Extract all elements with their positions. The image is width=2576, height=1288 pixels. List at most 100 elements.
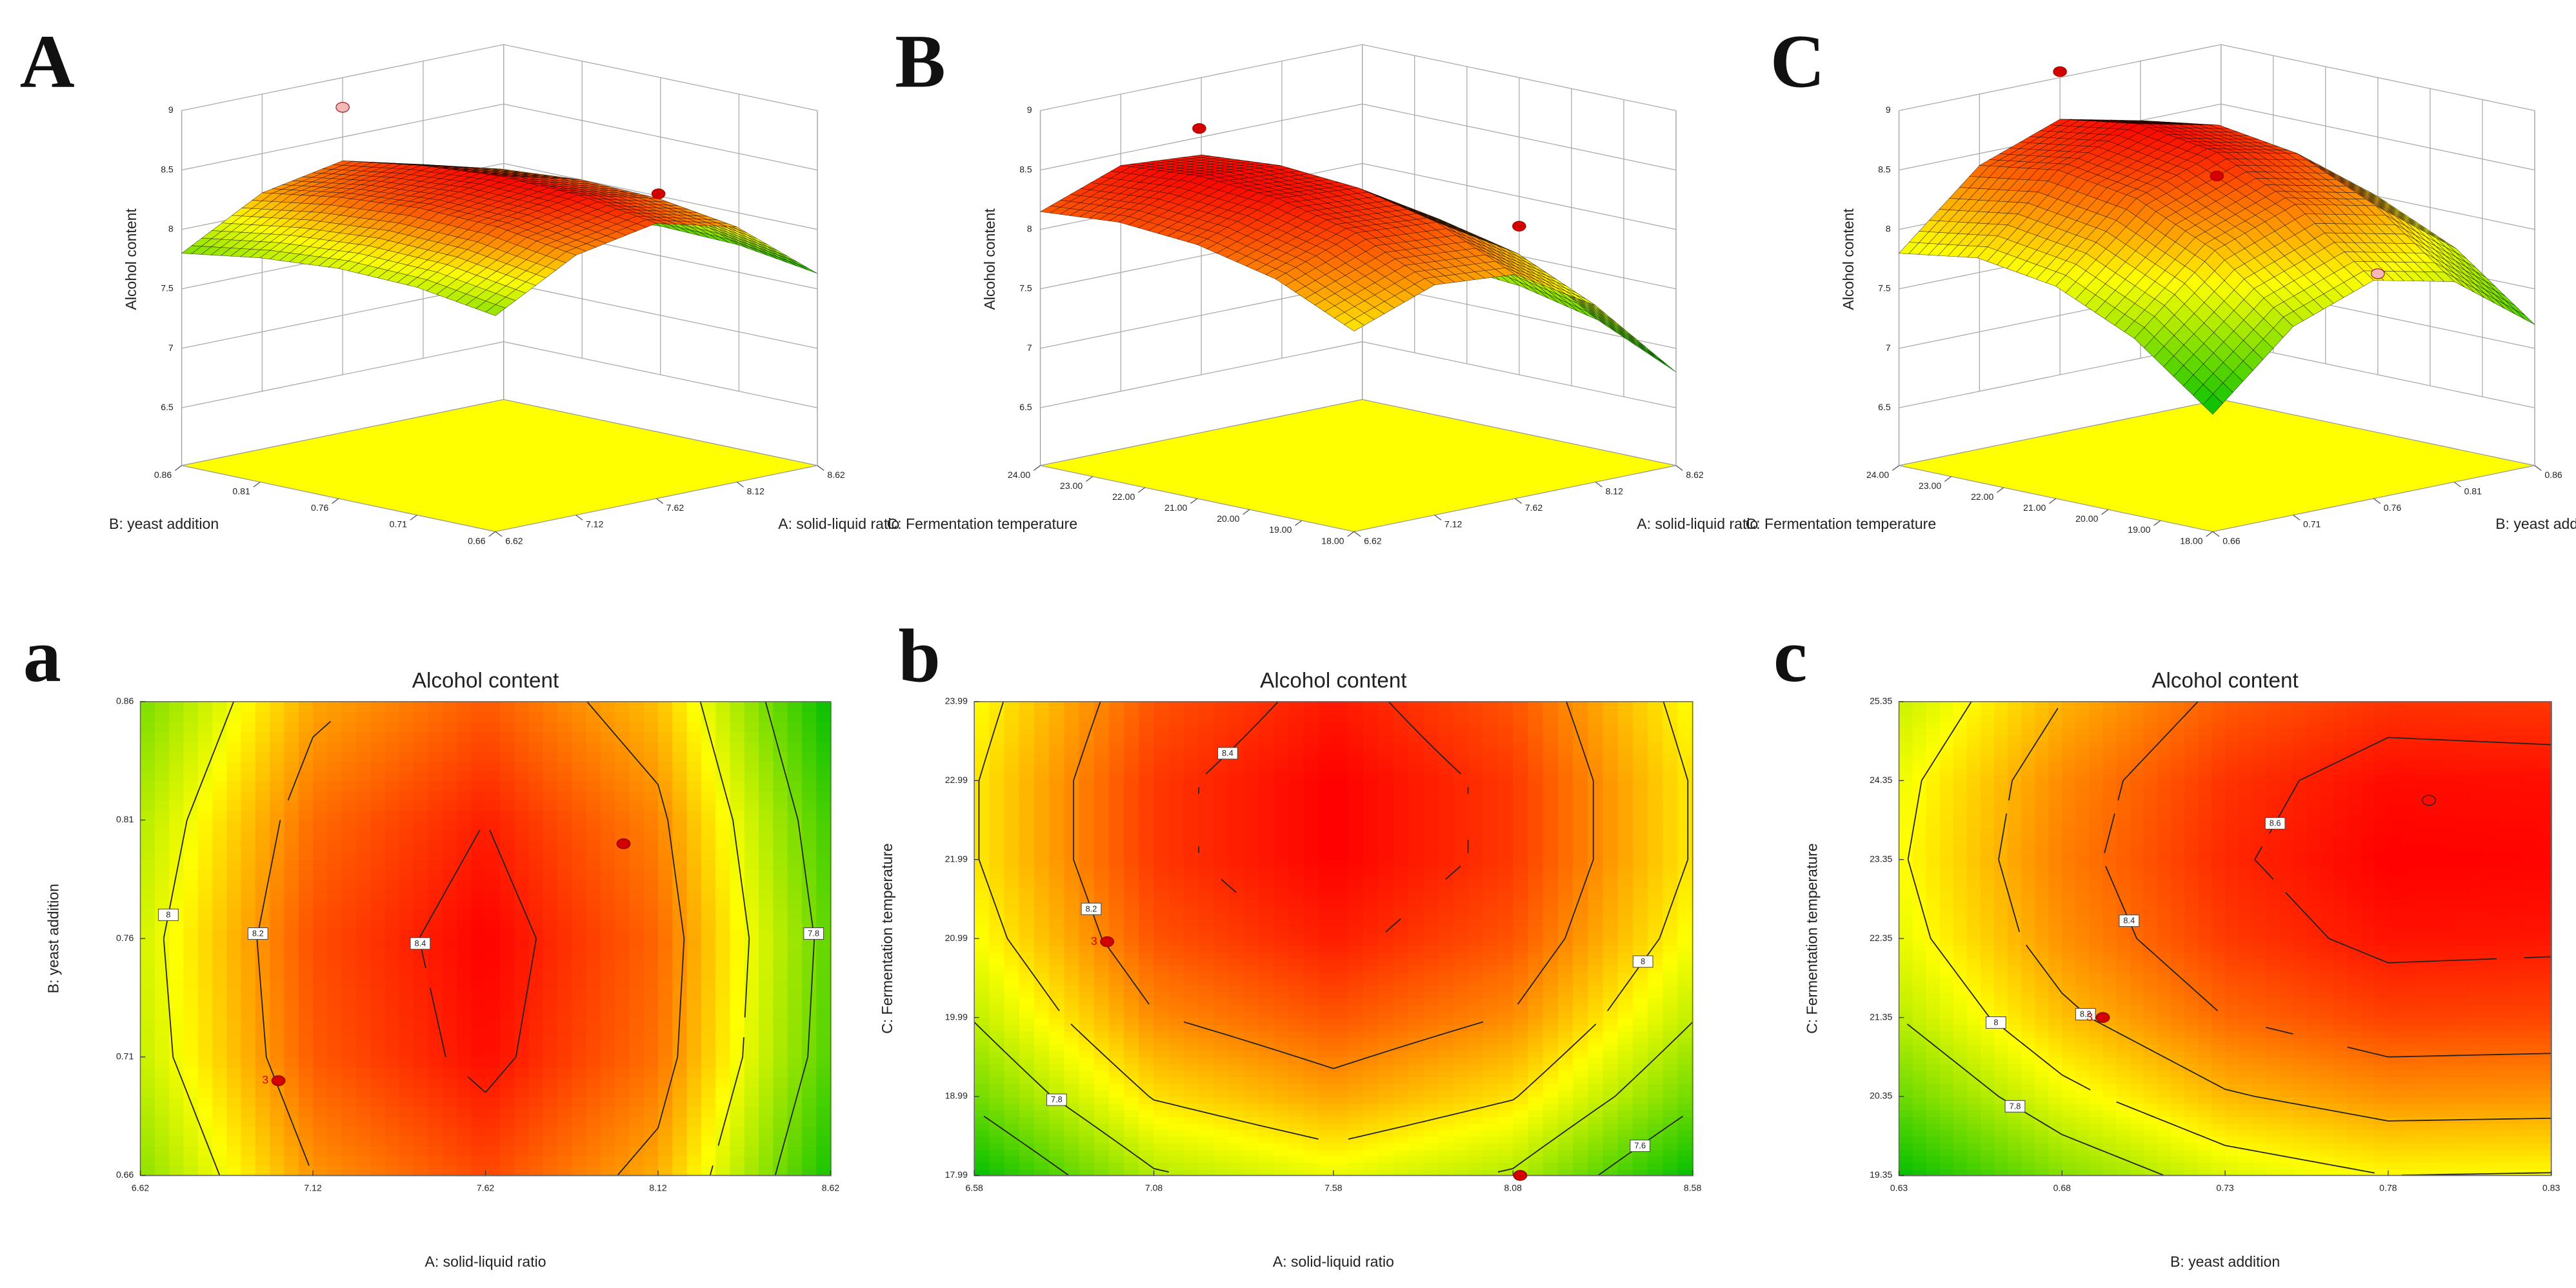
heatmap-cell — [773, 879, 788, 890]
heatmap-cell — [140, 1027, 156, 1038]
heatmap-cell — [370, 987, 386, 999]
heatmap-cell — [730, 1106, 746, 1117]
heatmap-cell — [226, 1136, 242, 1147]
heatmap-cell — [313, 829, 328, 841]
heatmap-cell — [744, 938, 760, 949]
heatmap-cell — [442, 1106, 458, 1117]
heatmap-cell — [327, 849, 343, 860]
heatmap-cell — [787, 1027, 803, 1038]
heatmap-cell — [471, 849, 486, 860]
heatmap-cell — [270, 1027, 285, 1038]
heatmap-cell — [485, 987, 501, 999]
heatmap-cell — [154, 948, 170, 960]
heatmap-cell — [816, 1067, 832, 1078]
heatmap-cell — [572, 1076, 587, 1087]
heatmap-cell — [759, 1047, 774, 1058]
heatmap-cell — [384, 1136, 401, 1147]
heatmap-cell — [399, 849, 415, 860]
heatmap-cell — [801, 1106, 817, 1117]
heatmap-cell — [701, 1165, 717, 1176]
heatmap-cell — [154, 1136, 170, 1147]
heatmap-cell — [557, 948, 573, 960]
heatmap-cell — [643, 1056, 659, 1068]
heatmap-cell — [341, 987, 357, 999]
heatmap-cell — [629, 987, 645, 999]
heatmap-cell — [226, 918, 242, 930]
heatmap-cell — [212, 1076, 228, 1087]
heatmap-cell — [442, 909, 458, 920]
heatmap-cell — [270, 879, 285, 890]
z-tick-label: 7.5 — [161, 283, 174, 293]
heatmap-cell — [370, 898, 386, 910]
heatmap-cell — [284, 879, 300, 890]
heatmap-cell — [773, 859, 788, 871]
heatmap-cell — [241, 889, 257, 900]
heatmap-cell — [801, 879, 817, 890]
heatmap-cell — [183, 928, 199, 940]
heatmap-cell — [557, 898, 573, 910]
heatmap-cell — [341, 938, 357, 949]
heatmap-cell — [428, 1017, 443, 1029]
heatmap-cell — [499, 987, 515, 999]
heatmap-cell — [773, 1067, 788, 1078]
heatmap-cell — [154, 1076, 170, 1087]
z-grid-line — [181, 103, 818, 171]
heatmap-cell — [442, 978, 458, 989]
heatmap-cell — [485, 1027, 501, 1038]
heatmap-cell — [528, 859, 544, 871]
heatmap-cell — [543, 820, 559, 831]
heatmap-cell — [241, 1086, 257, 1098]
heatmap-cell — [600, 879, 616, 890]
heatmap-cell — [744, 1067, 760, 1078]
heatmap-cell — [442, 938, 458, 949]
heatmap-cell — [672, 928, 688, 940]
heatmap-cell — [284, 1145, 300, 1157]
heatmap-cell — [701, 869, 717, 880]
heatmap-cell — [442, 820, 458, 831]
surface-cell — [1626, 335, 1647, 352]
heatmap-cell — [485, 1155, 501, 1167]
heatmap-cell — [557, 1067, 573, 1078]
heatmap-cell — [499, 909, 515, 920]
heatmap-cell — [557, 1106, 573, 1117]
heatmap-cell — [485, 1056, 501, 1068]
heatmap-cell — [557, 820, 573, 831]
heatmap-cell — [298, 1086, 314, 1098]
heatmap-cell — [414, 879, 429, 890]
heatmap-cell — [643, 1047, 659, 1058]
heatmap-cell — [471, 1047, 486, 1058]
heatmap-cell — [499, 840, 515, 851]
heatmap-patch — [140, 1056, 314, 1176]
heatmap-cell — [744, 1136, 760, 1147]
heatmap-cell — [456, 898, 472, 910]
heatmap-cell — [615, 938, 630, 949]
y-tick-label: 0.66 — [468, 535, 486, 546]
heatmap-cell — [801, 968, 817, 979]
heatmap-cell — [456, 958, 472, 969]
heatmap-cell — [543, 938, 559, 949]
heatmap-cell — [658, 879, 674, 890]
heatmap-cell — [528, 1076, 544, 1087]
heatmap-cell — [686, 987, 703, 999]
heatmap-cell — [255, 1155, 271, 1167]
heatmap-cell — [759, 1155, 774, 1167]
heatmap-cell — [384, 948, 401, 960]
heatmap-cell — [787, 938, 803, 949]
heatmap-cell — [543, 1067, 559, 1078]
heatmap-cell — [499, 918, 515, 930]
heatmap-cell — [744, 928, 760, 940]
heatmap-cell — [658, 1165, 674, 1176]
heatmap-cell — [744, 1145, 760, 1157]
heatmap-cell — [384, 958, 401, 969]
y-tick — [2101, 509, 2109, 515]
heatmap-cell — [686, 997, 703, 1009]
heatmap-cell — [672, 879, 688, 890]
heatmap-cell — [154, 898, 170, 910]
heatmap-cell — [212, 1116, 228, 1127]
heatmap-cell — [629, 1067, 645, 1078]
heatmap-cell — [313, 1136, 328, 1147]
heatmap-cell — [183, 840, 199, 851]
heatmap-cell — [485, 1125, 501, 1137]
heatmap-cell — [456, 978, 472, 989]
heatmap-cell — [485, 938, 501, 949]
